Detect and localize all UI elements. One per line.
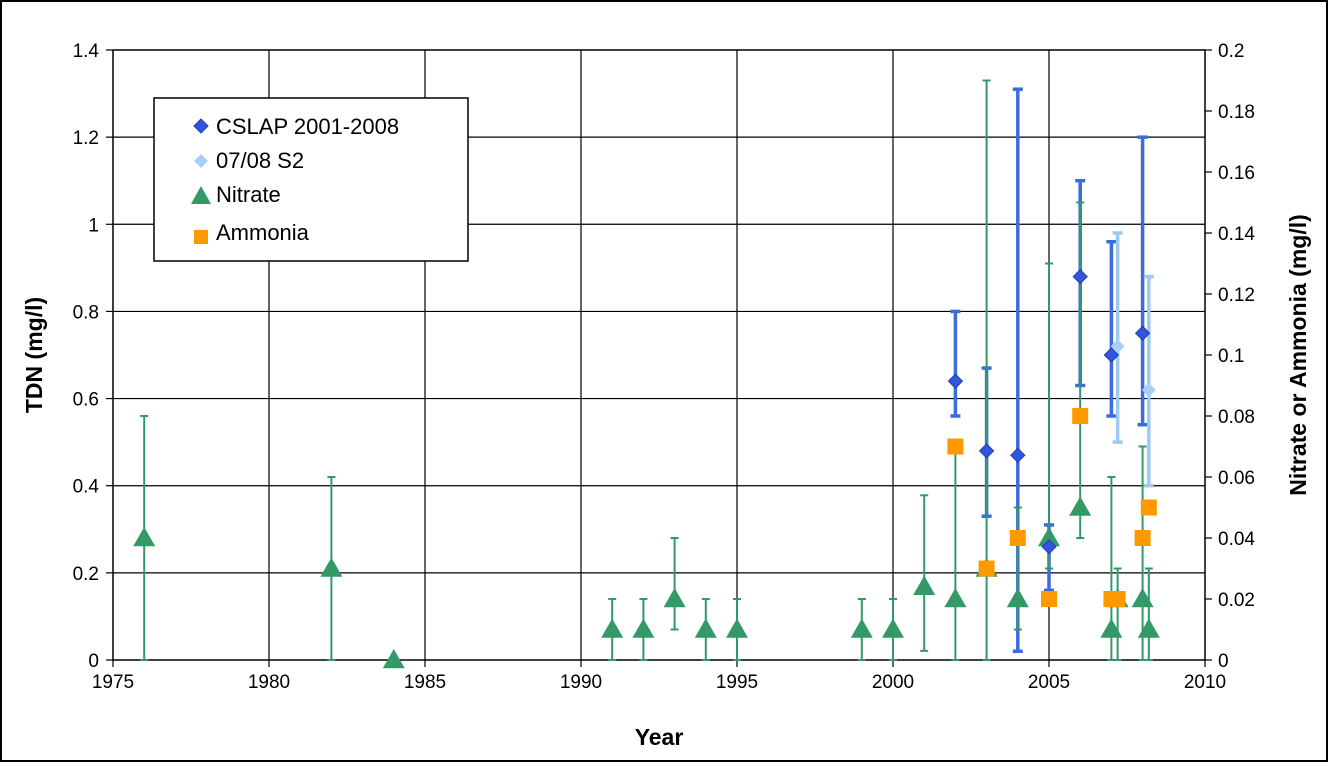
y-left-tick-label: 0.4 (73, 477, 100, 498)
point-nitrate (913, 575, 936, 596)
y-right-tick-label: 0.06 (1218, 468, 1255, 489)
point-nitrate (133, 527, 156, 547)
y-left-tick-label: 0.8 (73, 302, 99, 323)
legend-label-ammonia: Ammonia (216, 220, 310, 245)
point-nitrate (382, 649, 405, 669)
y-right-tick-label: 0.18 (1218, 102, 1255, 123)
x-tick-label: 1985 (404, 672, 446, 693)
point-ammonia (1109, 591, 1126, 607)
y-right-tick-label: 0.14 (1218, 224, 1255, 245)
point-cslap (1134, 325, 1151, 341)
legend-marker-cslap (193, 118, 209, 134)
x-tick-label: 1980 (248, 672, 290, 693)
x-axis-title: Year (635, 724, 684, 750)
y-axis-right-title: Nitrate or Ammonia (mg/l) (1285, 214, 1311, 496)
legend-marker-ammonia (194, 230, 208, 244)
point-cslap (978, 443, 995, 459)
point-ammonia (1041, 591, 1057, 607)
axes: 1975 1980 1985 1990 1995 2000 2005 201000.20.40… (73, 41, 1256, 693)
legend-label-nitrate: Nitrate (216, 182, 281, 207)
point-nitrate (1137, 618, 1160, 638)
point-nitrate (1006, 588, 1029, 608)
x-tick-label: 1975 (92, 672, 134, 693)
point-nitrate (320, 557, 343, 577)
x-tick-label: 2005 (1028, 672, 1070, 693)
y-right-tick-label: 0.16 (1218, 163, 1255, 184)
legend-label-s2: 07/08 S2 (216, 148, 304, 173)
point-cslap (1072, 268, 1088, 285)
point-ammonia (947, 438, 964, 455)
data-markers (133, 268, 1160, 669)
point-ammonia (1134, 530, 1151, 546)
y-right-tick-label: 0.08 (1218, 407, 1255, 428)
y-left-tick-label: 1.2 (73, 128, 99, 149)
point-nitrate (1069, 496, 1092, 516)
x-tick-label: 1995 (716, 672, 758, 693)
point-nitrate (663, 588, 686, 608)
point-ammonia (1072, 408, 1089, 424)
y-right-tick-label: 0.04 (1218, 529, 1255, 550)
point-nitrate (944, 588, 967, 608)
point-nitrate (882, 618, 904, 638)
legend-marker-s2 (194, 154, 208, 168)
y-right-tick-label: 0.12 (1218, 285, 1255, 306)
point-ammonia (1009, 530, 1026, 546)
point-nitrate (1100, 618, 1123, 638)
legend-marker-nitrate (191, 186, 211, 204)
x-tick-label: 1990 (560, 672, 602, 693)
point-nitrate (850, 618, 873, 638)
point-nitrate (1038, 527, 1060, 547)
x-tick-label: 2000 (872, 672, 914, 693)
point-cslap (1041, 539, 1057, 555)
point-nitrate (601, 618, 624, 638)
y-left-tick-label: 0.6 (73, 390, 99, 411)
y-axis-left-title: TDN (mg/l) (21, 297, 47, 413)
point-ammonia (1140, 499, 1157, 516)
point-s2 (1110, 339, 1125, 354)
point-cslap (947, 373, 964, 389)
y-right-tick-label: 0.02 (1218, 590, 1255, 611)
legend-label-cslap: CSLAP 2001-2008 (216, 114, 399, 139)
x-tick-label: 2010 (1184, 672, 1226, 693)
point-cslap (1103, 347, 1120, 363)
point-s2 (1141, 382, 1156, 397)
point-nitrate (632, 618, 655, 638)
point-cslap (1010, 447, 1026, 463)
y-left-tick-label: 1 (88, 215, 99, 236)
y-right-tick-label: 0.1 (1218, 346, 1244, 367)
point-nitrate (694, 618, 717, 638)
y-left-tick-label: 0.2 (73, 564, 99, 585)
point-nitrate (726, 618, 748, 638)
legend: CSLAP 2001-2008 07/08 S2 Nitrate Ammonia (153, 97, 469, 262)
y-left-tick-label: 1.4 (73, 41, 100, 62)
y-right-tick-label: 0.2 (1218, 41, 1244, 62)
point-nitrate (1131, 588, 1154, 608)
y-left-tick-label: 0 (88, 651, 99, 672)
point-ammonia (978, 560, 995, 577)
y-right-tick-label: 0 (1218, 651, 1229, 672)
grid-lines (113, 50, 1205, 660)
